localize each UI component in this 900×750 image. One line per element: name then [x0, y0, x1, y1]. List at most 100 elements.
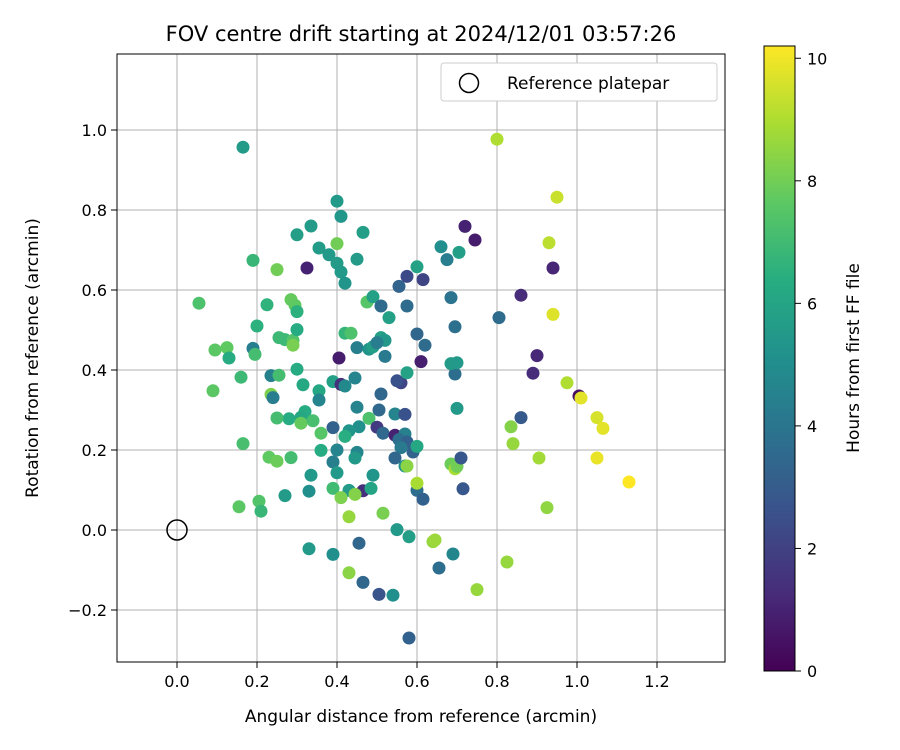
data-point [192, 296, 206, 310]
colorbar-tick-label: 4 [807, 417, 817, 436]
data-point [448, 367, 462, 381]
data-point [428, 533, 442, 547]
data-point [532, 451, 546, 465]
data-point [330, 443, 344, 457]
data-point [252, 494, 266, 508]
data-point [448, 320, 462, 334]
data-point [402, 631, 416, 645]
data-point [418, 338, 432, 352]
data-point [410, 439, 424, 453]
data-point [372, 403, 386, 417]
data-point [526, 366, 540, 380]
data-point [290, 305, 304, 319]
data-point [236, 437, 250, 451]
data-point [330, 194, 344, 208]
data-point [290, 362, 304, 376]
y-tick-label: 0.8 [82, 201, 107, 220]
data-point [590, 411, 604, 425]
data-point [382, 311, 396, 325]
data-point [574, 391, 588, 405]
data-point [394, 441, 408, 455]
data-point [468, 233, 482, 247]
data-point [456, 482, 470, 496]
data-point [500, 555, 514, 569]
y-ticks: −0.2 0.0 0.2 0.4 0.6 0.8 1.0 [68, 121, 117, 620]
data-point [444, 291, 458, 305]
data-point [390, 374, 404, 388]
data-point [410, 260, 424, 274]
data-point [410, 476, 424, 490]
legend: Reference platepar [440, 62, 718, 102]
data-point [350, 400, 364, 414]
data-point [452, 245, 466, 259]
data-point [284, 451, 298, 465]
data-point [348, 451, 362, 465]
y-tick-label: 0.2 [82, 441, 107, 460]
data-point [450, 401, 464, 415]
data-point [530, 349, 544, 363]
data-point [454, 451, 468, 465]
data-point [338, 379, 352, 393]
data-point [222, 351, 236, 365]
data-point [304, 468, 318, 482]
data-point [332, 351, 346, 365]
data-point [416, 492, 430, 506]
colorbar-label: Hours from first FF file [844, 263, 864, 453]
data-point [542, 236, 556, 250]
data-point [350, 341, 364, 355]
data-point [470, 583, 484, 597]
data-point [250, 319, 264, 333]
legend-marker [458, 72, 480, 94]
reference-point [166, 519, 188, 541]
colorbar-tick-label: 10 [807, 49, 827, 68]
y-tick-label: −0.2 [68, 601, 107, 620]
y-tick-label: 0.0 [82, 521, 107, 540]
colorbar-tick-label: 2 [807, 539, 817, 558]
data-point [540, 501, 554, 515]
data-point [376, 506, 390, 520]
data-point [352, 420, 366, 434]
data-point [546, 307, 560, 321]
data-point [290, 228, 304, 242]
data-point [302, 542, 316, 556]
data-point [376, 426, 390, 440]
data-point [400, 459, 414, 473]
data-point [392, 279, 406, 293]
data-point [302, 484, 316, 498]
data-point [232, 500, 246, 514]
chart-title: FOV centre drift starting at 2024/12/01 … [166, 22, 677, 46]
data-point [334, 209, 348, 223]
data-point [432, 561, 446, 575]
data-point [300, 261, 314, 275]
colorbar: 0 2 4 6 8 10 Hours from first FF file [763, 45, 864, 681]
data-point [514, 411, 528, 425]
y-axis-label: Rotation from reference (arcmin) [23, 218, 43, 498]
data-point [352, 536, 366, 550]
data-point [400, 366, 414, 380]
grid [117, 54, 725, 662]
x-tick-label: 1.2 [644, 672, 669, 691]
data-point [388, 451, 402, 465]
data-point [208, 343, 222, 357]
data-point [272, 368, 286, 382]
x-tick-label: 0.6 [404, 672, 429, 691]
data-point [400, 299, 414, 313]
data-point [348, 487, 362, 501]
data-point [350, 252, 364, 266]
data-point [364, 481, 378, 495]
data-point [366, 290, 380, 304]
data-point [322, 248, 336, 262]
colorbar-ticks: 0 2 4 6 8 10 [795, 49, 827, 681]
data-point [390, 523, 404, 537]
data-point [306, 414, 320, 428]
x-tick-label: 0.2 [244, 672, 269, 691]
legend-box [440, 62, 718, 102]
data-point [400, 269, 414, 283]
data-point [622, 475, 636, 489]
data-point [220, 341, 234, 355]
data-point [330, 466, 344, 480]
data-point [414, 355, 428, 369]
data-point [290, 323, 304, 337]
y-tick-label: 0.4 [82, 361, 107, 380]
